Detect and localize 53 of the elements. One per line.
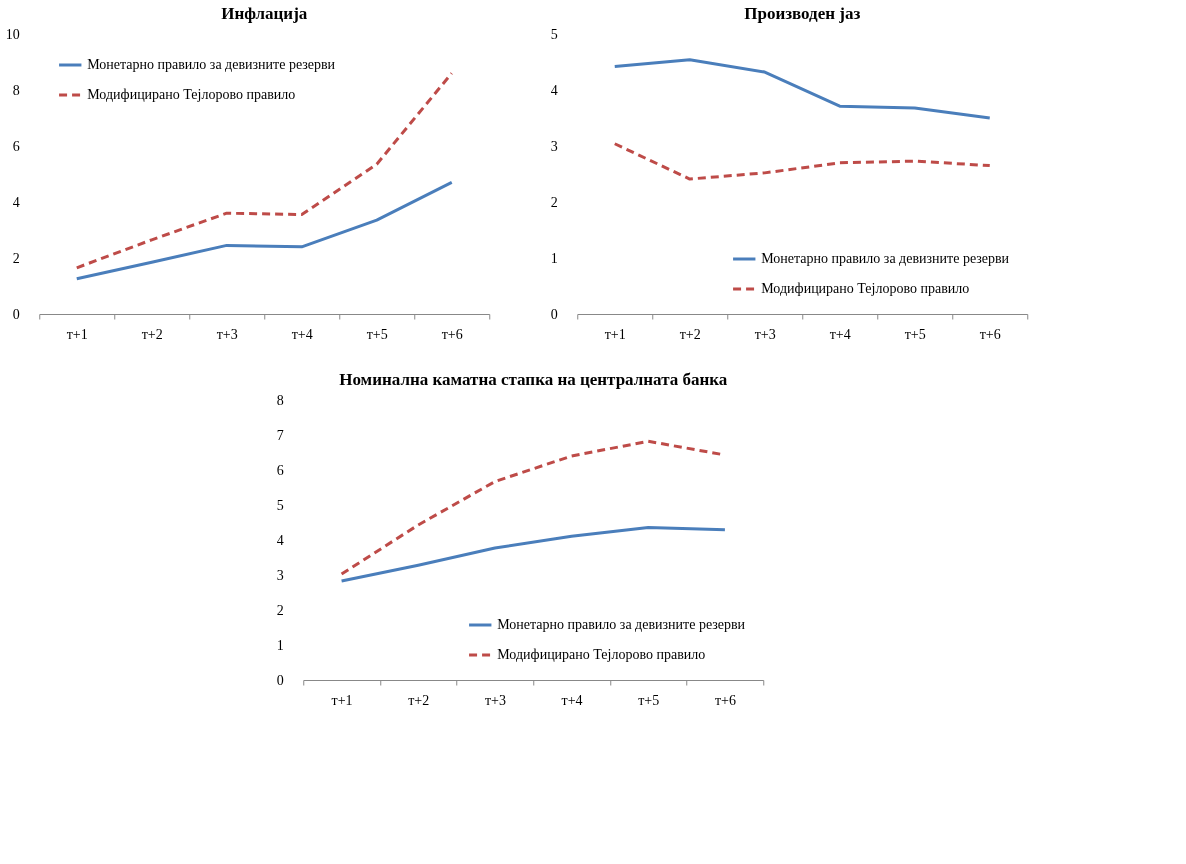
x-tick-label: т+6 <box>714 692 736 708</box>
y-tick-label: 7 <box>276 427 284 443</box>
x-tick-label: т+3 <box>484 692 506 708</box>
chart-title: Инфлација <box>221 4 308 23</box>
y-tick-label: 5 <box>276 497 284 513</box>
y-tick-label: 0 <box>276 672 284 688</box>
legend-label: Монетарно правило за девизните резерви <box>497 617 746 632</box>
y-tick-label: 1 <box>276 637 284 653</box>
y-tick-label: 10 <box>5 26 20 42</box>
y-tick-label: 5 <box>550 26 558 42</box>
chart-title: Номинална каматна стапка на централната банка <box>339 370 728 389</box>
x-tick-label: т+4 <box>829 326 851 342</box>
x-tick-label: т+2 <box>408 692 430 708</box>
legend-label: Монетарно правило за девизните резерви <box>87 57 336 72</box>
x-tick-label: т+5 <box>638 692 660 708</box>
x-tick-label: т+5 <box>366 326 388 342</box>
y-tick-label: 6 <box>12 138 20 154</box>
y-tick-label: 1 <box>550 250 558 266</box>
y-tick-label: 0 <box>12 306 20 322</box>
x-tick-label: т+1 <box>331 692 353 708</box>
legend-label: Модифицирано Тејлорово правило <box>497 647 706 662</box>
y-tick-label: 3 <box>550 138 558 154</box>
x-tick-label: т+3 <box>754 326 776 342</box>
line-series <box>75 71 454 270</box>
x-tick-label: т+1 <box>66 326 88 342</box>
y-tick-label: 2 <box>12 250 20 266</box>
y-tick-label: 3 <box>276 567 284 583</box>
x-tick-label: т+5 <box>904 326 926 342</box>
line-series <box>75 180 454 281</box>
legend-label: Монетарно правило за девизните резерви <box>761 251 1010 266</box>
y-tick-label: 2 <box>550 194 558 210</box>
y-tick-label: 8 <box>12 82 20 98</box>
line-series <box>613 58 992 120</box>
line-series <box>340 525 727 583</box>
chart-title: Производен јаз <box>744 4 861 23</box>
y-tick-label: 8 <box>276 392 284 408</box>
x-tick-label: т+2 <box>141 326 163 342</box>
legend-label: Модифицирано Тејлорово правило <box>761 281 970 296</box>
y-tick-label: 6 <box>276 462 284 478</box>
x-tick-label: т+4 <box>291 326 313 342</box>
y-tick-label: 0 <box>550 306 558 322</box>
x-tick-label: т+4 <box>561 692 583 708</box>
x-tick-label: т+3 <box>216 326 238 342</box>
legend-label: Модифицирано Тејлорово правило <box>87 87 296 102</box>
x-tick-label: т+2 <box>679 326 701 342</box>
y-tick-label: 4 <box>12 194 20 210</box>
y-tick-label: 4 <box>276 532 284 548</box>
y-tick-label: 4 <box>550 82 558 98</box>
x-tick-label: т+1 <box>604 326 626 342</box>
line-series <box>613 142 992 181</box>
y-tick-label: 2 <box>276 602 284 618</box>
x-tick-label: т+6 <box>979 326 1001 342</box>
x-tick-label: т+6 <box>441 326 463 342</box>
